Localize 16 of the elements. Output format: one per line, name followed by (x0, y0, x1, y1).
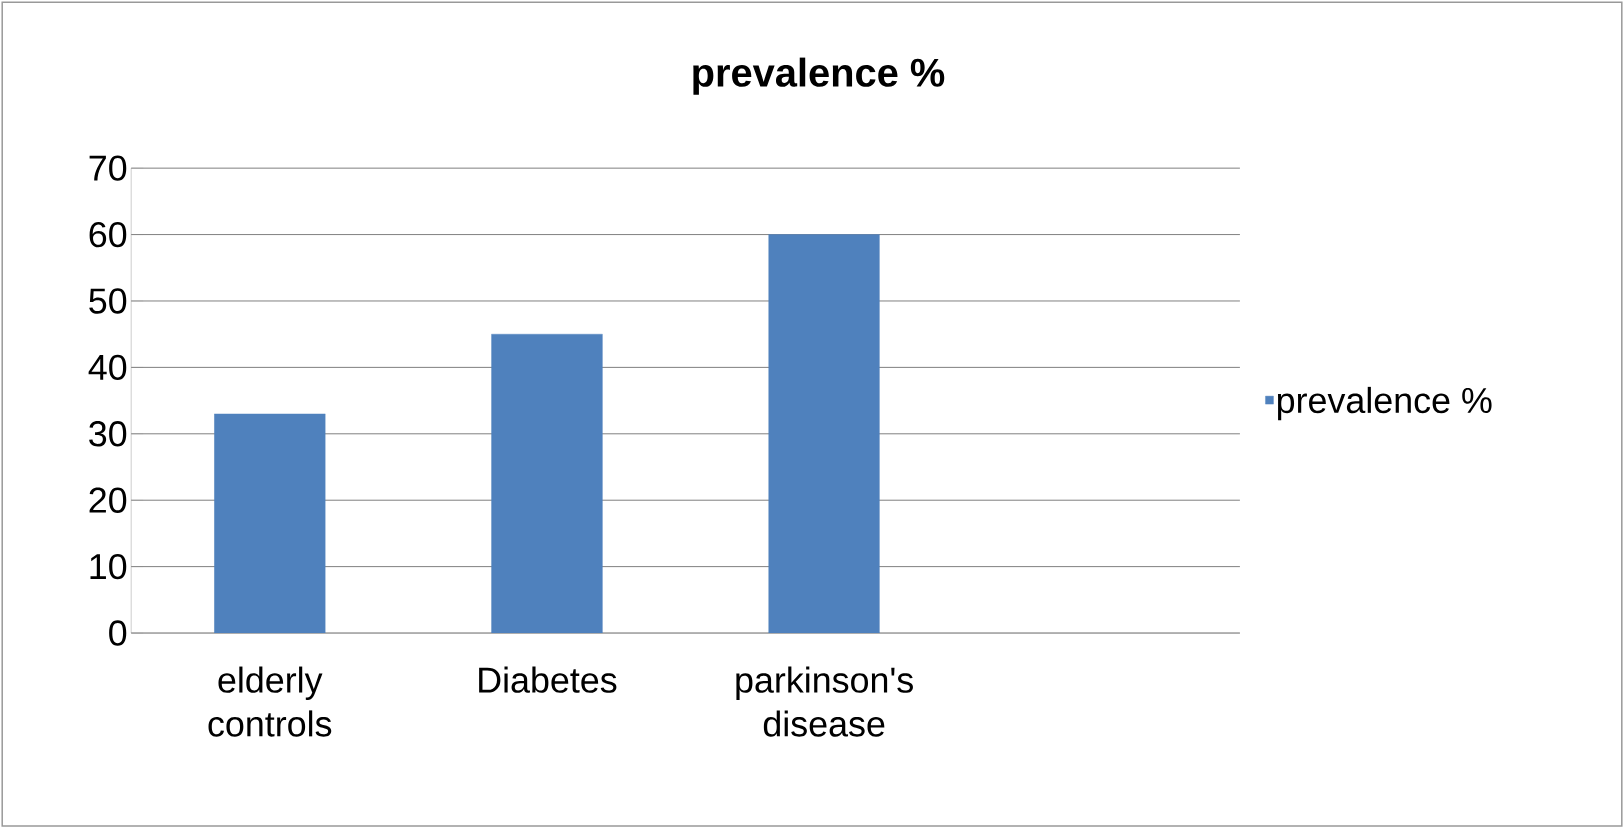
y-tick-label: 10 (90, 553, 127, 580)
y-tick-label: 50 (89, 288, 127, 314)
y-tick-label: 0 (109, 620, 127, 646)
x-tick-label: parkinson's disease (736, 666, 913, 737)
x-tick-label: elderly controls (208, 666, 332, 737)
y-tick-label: 30 (89, 421, 127, 447)
y-tick-label: 70 (89, 155, 127, 181)
y-tick-label: 60 (89, 221, 127, 248)
legend-label: prevalence % (1277, 386, 1492, 421)
bar (214, 413, 326, 633)
chart-title: prevalence % (693, 57, 945, 95)
bar (491, 333, 603, 633)
x-tick-label: Diabetes (479, 666, 617, 693)
y-tick-label: 20 (89, 487, 127, 513)
bar (768, 234, 880, 633)
y-tick-label: 40 (88, 354, 127, 380)
